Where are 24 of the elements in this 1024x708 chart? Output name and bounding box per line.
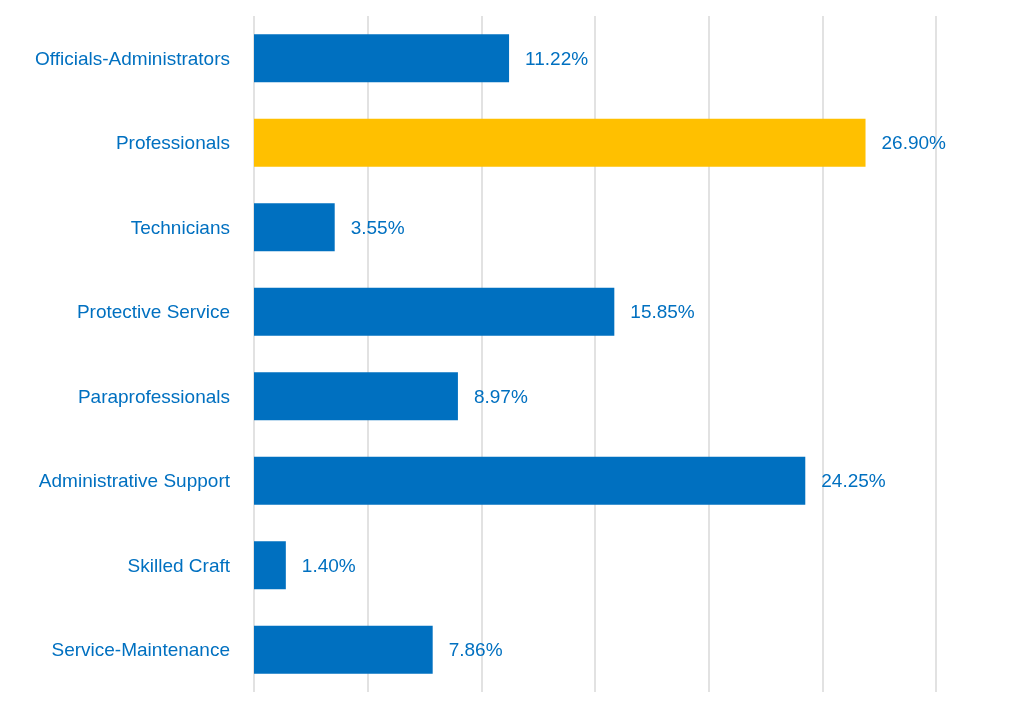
y-tick-label: Skilled Craft	[127, 554, 231, 576]
data-label: 26.90%	[881, 132, 947, 154]
bar	[254, 625, 433, 674]
y-tick-label: Professionals	[115, 132, 230, 154]
bar	[254, 372, 458, 421]
y-tick-label: Protective Service	[76, 301, 230, 323]
data-label: 24.25%	[821, 470, 886, 492]
y-tick-label: Technicians	[130, 216, 230, 238]
data-label: 7.86%	[448, 639, 503, 661]
bar	[254, 118, 866, 167]
bar	[254, 203, 335, 252]
data-label: 8.97%	[473, 385, 528, 407]
bar	[254, 456, 806, 505]
bar	[254, 287, 615, 336]
bar	[254, 34, 510, 83]
y-tick-label: Officials-Administrators	[35, 47, 230, 69]
data-label: 15.85%	[630, 301, 695, 323]
data-label: 3.55%	[350, 216, 405, 238]
data-label: 1.40%	[301, 554, 356, 576]
y-tick-label: Administrative Support	[38, 470, 231, 492]
bar	[254, 541, 286, 590]
y-tick-label: Service-Maintenance	[51, 639, 230, 661]
data-label: 11.22%	[525, 47, 589, 69]
y-tick-label: Paraprofessionals	[77, 385, 230, 407]
